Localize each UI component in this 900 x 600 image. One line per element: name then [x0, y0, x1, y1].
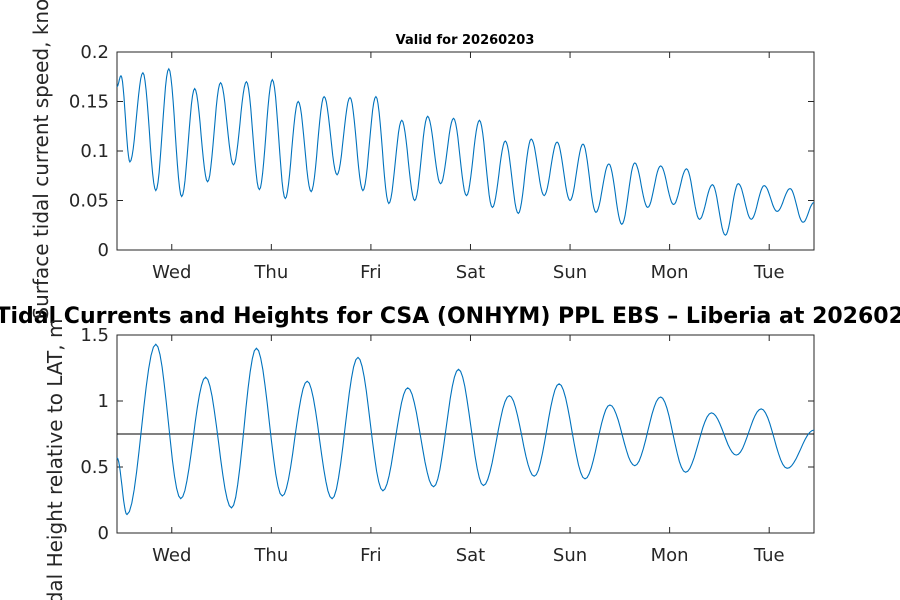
current-speed-x-tick-label: Tue: [753, 262, 785, 283]
main-title: Tidal Currents and Heights for CSA (ONHY…: [0, 304, 900, 329]
tidal-height-x-tick-label: Tue: [753, 545, 785, 566]
tidal-height-x-tick-label: Sat: [456, 545, 486, 566]
current-speed-series-line: [116, 67, 815, 236]
current-speed-x-tick-label: Fri: [360, 262, 381, 283]
current-speed-x-tick-label: Wed: [152, 262, 191, 283]
tidal-height-y-tick-label: 0: [98, 523, 109, 544]
tidal-height-x-tick-label: Thu: [253, 545, 288, 566]
current-speed-x-tick-label: Thu: [253, 262, 288, 283]
tidal-height-x-tick-label: Fri: [360, 545, 381, 566]
current-speed-y-tick-label: 0: [98, 240, 109, 261]
current-speed-panel: Valid for 20260203 0 0.05 0.1 0.15 0.2 Wed Th…: [69, 33, 815, 283]
tidal-height-y-ticks: 0 0.5 1 1.5: [80, 325, 814, 544]
current-speed-x-tick-label: Sun: [553, 262, 587, 283]
current-speed-title: Valid for 20260203: [396, 33, 535, 48]
tidal-height-series-line: [116, 343, 815, 516]
tidal-height-x-ticks: Wed Thu Fri Sat Sun Mon Tue: [152, 335, 785, 566]
current-speed-y-tick-label: 0.2: [80, 42, 109, 63]
tidal-height-panel: 0 0.5 1 1.5 Wed Thu Fri Sat Sun Mon Tue: [80, 325, 815, 566]
tidal-height-x-tick-label: Sun: [553, 545, 587, 566]
tidal-height-y-tick-label: 1: [98, 391, 109, 412]
tidal-height-x-tick-label: Mon: [651, 545, 689, 566]
current-speed-y-label: Surface tidal current speed, knots: [29, 0, 53, 320]
tidal-height-y-label: Tidal Height relative to LAT, m: [43, 319, 67, 600]
tidal-height-x-tick-label: Wed: [152, 545, 191, 566]
current-speed-y-ticks: 0 0.05 0.1 0.15 0.2: [69, 42, 814, 261]
current-speed-x-tick-label: Sat: [456, 262, 486, 283]
current-speed-x-tick-label: Mon: [651, 262, 689, 283]
current-speed-y-tick-label: 0.1: [80, 141, 109, 162]
current-speed-y-tick-label: 0.05: [69, 191, 109, 212]
tidal-height-y-tick-label: 1.5: [80, 325, 109, 346]
tidal-height-y-tick-label: 0.5: [80, 457, 109, 478]
current-speed-axes-box: [116, 51, 815, 251]
current-speed-x-ticks: Wed Thu Fri Sat Sun Mon Tue: [152, 52, 785, 283]
current-speed-y-tick-label: 0.15: [69, 92, 109, 113]
